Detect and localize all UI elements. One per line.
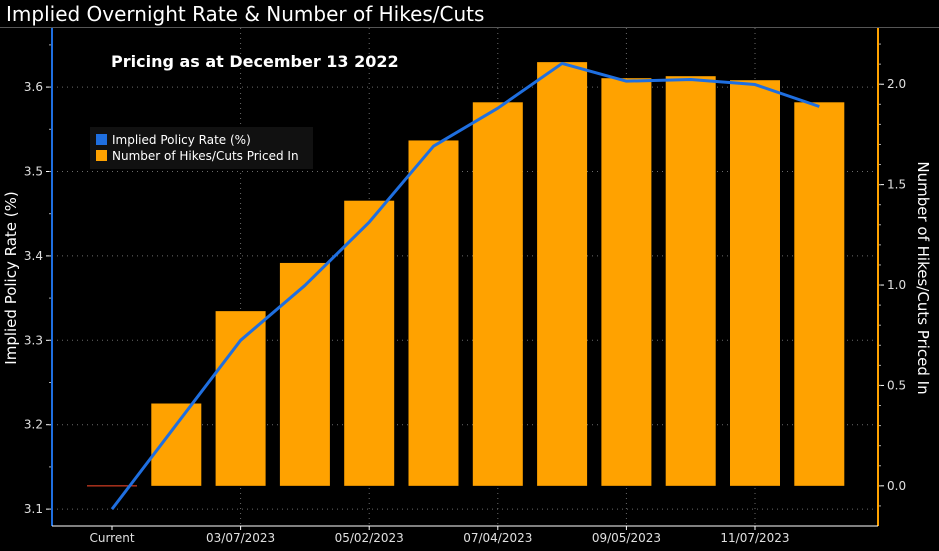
bar — [279, 262, 330, 486]
legend-swatch — [96, 150, 107, 161]
bar — [344, 200, 395, 486]
pricing-annotation: Pricing as at December 13 2022 — [111, 52, 399, 71]
y-left-tick-label: 3.3 — [24, 333, 43, 347]
bar — [537, 62, 588, 486]
bar — [794, 102, 845, 486]
bar — [408, 140, 459, 486]
title-bar: Implied Overnight Rate & Number of Hikes… — [0, 0, 939, 28]
y-right-tick-label: 1.0 — [887, 278, 906, 292]
line-series — [110, 61, 820, 511]
y-axis-right-label: Number of Hikes/Cuts Priced In — [914, 161, 932, 394]
axes — [46, 28, 884, 530]
legend-label: Number of Hikes/Cuts Priced In — [112, 149, 299, 163]
tick-labels: 3.1 3.2 3.3 3.4 3.5 3.6 Current 03/07/2023 05/02… — [24, 77, 906, 545]
line-path — [110, 61, 820, 511]
y-right-tick-label: 2.0 — [887, 77, 906, 91]
chart-title: Implied Overnight Rate & Number of Hikes… — [6, 2, 485, 26]
y-right-tick-label: 1.5 — [887, 178, 906, 192]
x-tick-label: 11/07/2023 — [720, 531, 789, 545]
bar — [665, 76, 716, 486]
x-tick-label: 07/04/2023 — [463, 531, 532, 545]
bar — [472, 102, 523, 486]
y-right-tick-label: 0.0 — [887, 479, 906, 493]
x-tick-label: 09/05/2023 — [592, 531, 661, 545]
y-left-tick-label: 3.4 — [24, 249, 43, 263]
legend-box — [90, 127, 313, 169]
y-left-tick-label: 3.2 — [24, 418, 43, 432]
x-tick-label: Current — [89, 531, 134, 545]
x-tick-label: 03/07/2023 — [206, 531, 275, 545]
bar — [215, 311, 266, 486]
legend-swatch — [96, 134, 107, 145]
legend: Implied Policy Rate (%) Number of Hikes/C… — [90, 127, 313, 169]
x-tick-label: 05/02/2023 — [335, 531, 404, 545]
bar — [730, 80, 780, 486]
y-left-tick-label: 3.6 — [24, 80, 43, 94]
bar-series — [87, 62, 845, 487]
bar — [601, 78, 652, 486]
legend-label: Implied Policy Rate (%) — [112, 133, 251, 147]
y-left-tick-label: 3.1 — [24, 502, 43, 516]
y-right-tick-label: 0.5 — [887, 378, 906, 392]
bar — [151, 403, 202, 486]
y-axis-left-label: Implied Policy Rate (%) — [2, 191, 20, 364]
y-left-tick-label: 3.5 — [24, 164, 43, 178]
